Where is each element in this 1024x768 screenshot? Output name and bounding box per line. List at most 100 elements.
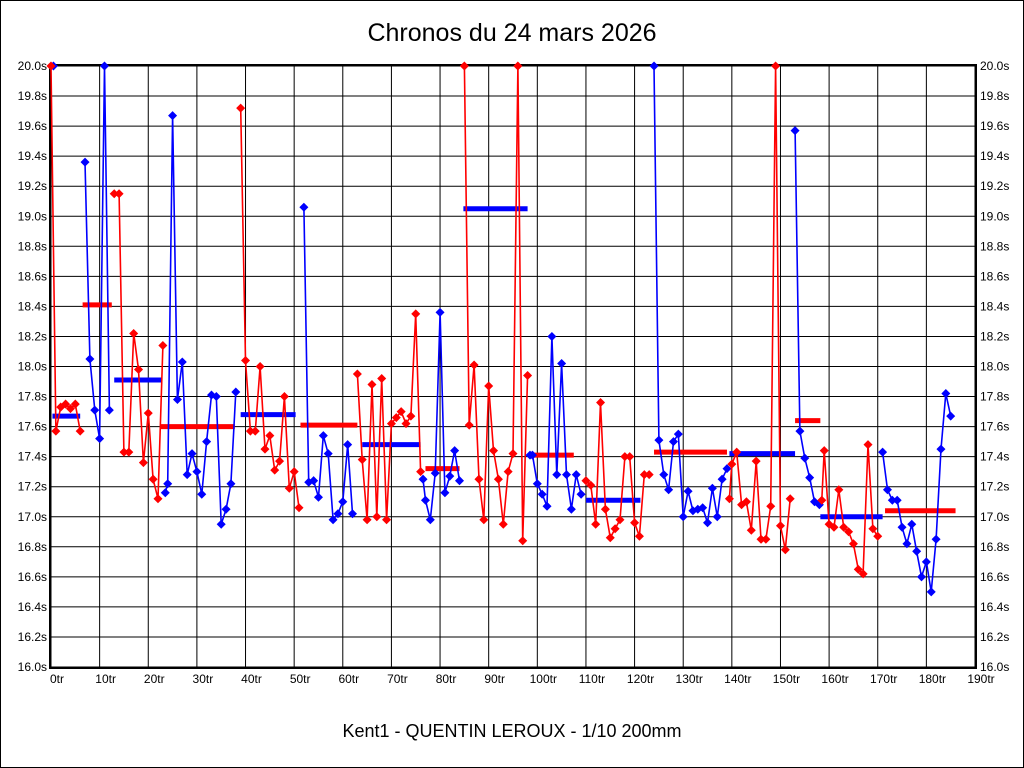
lap-marker-blue	[192, 467, 202, 477]
lap-marker-red	[352, 369, 362, 379]
lap-marker-blue	[333, 509, 343, 519]
lap-marker-blue	[566, 504, 576, 514]
lap-marker-red	[780, 545, 790, 555]
lap-marker-blue	[80, 157, 90, 167]
y-axis-label-right: 16.0s	[980, 660, 1009, 674]
lap-marker-blue	[537, 489, 547, 499]
lap-marker-red	[129, 328, 139, 338]
lap-marker-blue	[226, 479, 236, 489]
lap-marker-blue	[454, 476, 465, 486]
lap-marker-blue	[343, 440, 353, 450]
lap-marker-blue	[921, 557, 931, 567]
x-axis-label: 190tr	[967, 672, 994, 686]
lap-marker-red	[357, 455, 367, 465]
lap-marker-red	[114, 189, 124, 199]
y-axis-label-right: 16.2s	[980, 630, 1009, 644]
y-axis-label-right: 16.8s	[980, 540, 1009, 554]
lap-marker-red	[771, 61, 781, 71]
lap-marker-red	[275, 456, 285, 466]
lap-marker-blue	[557, 358, 567, 369]
lap-marker-blue	[892, 495, 902, 505]
lap-marker-blue	[211, 392, 221, 402]
y-axis-label-left: 18.8s	[18, 239, 47, 253]
lap-marker-blue	[187, 449, 197, 459]
y-axis-label-left: 16.4s	[18, 600, 47, 614]
y-axis-label-left: 16.2s	[18, 630, 47, 644]
stint-line-blue	[303, 207, 354, 522]
lap-marker-blue	[216, 519, 226, 529]
lap-marker-blue	[104, 405, 114, 415]
lap-marker-red	[138, 458, 148, 468]
lap-marker-red	[134, 364, 144, 375]
lap-marker-blue	[795, 426, 805, 436]
lap-marker-blue	[99, 61, 110, 71]
lap-marker-blue	[430, 468, 440, 478]
lap-marker-blue	[907, 519, 917, 529]
lap-marker-blue	[707, 483, 717, 493]
lap-marker-red	[143, 408, 153, 418]
lap-marker-blue	[172, 395, 182, 405]
lap-marker-red	[61, 399, 71, 409]
lap-marker-red	[396, 407, 406, 417]
lap-marker-blue	[790, 126, 800, 136]
stint-line-blue	[530, 336, 582, 510]
lap-marker-blue	[717, 474, 727, 484]
x-axis-label: 0tr	[50, 672, 64, 686]
chart-title: Chronos du 24 mars 2026	[367, 19, 657, 47]
x-axis-label: 170tr	[870, 672, 897, 686]
lap-marker-blue	[916, 572, 927, 582]
stint-line-blue	[422, 312, 461, 520]
driver-label: Kent1 - QUENTIN LEROUX - 1/10 200mm	[342, 721, 682, 741]
lap-marker-red	[479, 515, 489, 525]
stint-line-blue	[794, 130, 820, 506]
y-axis-label-left: 18.2s	[18, 329, 47, 343]
lap-marker-red	[124, 447, 134, 457]
lap-marker-blue	[160, 488, 170, 498]
lap-marker-blue	[814, 500, 824, 510]
x-axis-label: 40tr	[241, 672, 262, 686]
lap-marker-red	[863, 440, 873, 450]
lap-marker-red	[596, 398, 606, 408]
lap-marker-red	[741, 497, 751, 507]
lap-marker-blue	[659, 470, 669, 480]
lap-marker-red	[508, 449, 518, 459]
lap-marker-red	[518, 536, 528, 546]
stint-line-blue	[84, 65, 111, 439]
lap-marker-red	[484, 381, 494, 391]
lap-marker-blue	[163, 479, 173, 489]
lap-marker-red	[474, 474, 484, 484]
lap-marker-blue	[328, 515, 338, 525]
lap-marker-blue	[168, 111, 178, 121]
lap-marker-blue	[678, 512, 688, 522]
lap-marker-red	[785, 494, 795, 504]
y-axis-label-left: 19.4s	[18, 149, 47, 163]
lap-marker-blue	[649, 61, 659, 71]
lap-marker-red	[775, 521, 785, 531]
lap-marker-blue	[231, 387, 241, 397]
x-axis-label: 70tr	[387, 672, 408, 686]
y-axis-label-right: 18.6s	[980, 269, 1009, 283]
lap-marker-red	[75, 426, 85, 436]
lap-marker-red	[591, 519, 601, 529]
lap-marker-red	[724, 494, 734, 504]
lap-marker-red	[401, 419, 411, 429]
y-axis-label-right: 18.8s	[980, 239, 1009, 253]
lap-marker-red	[469, 360, 479, 370]
stint-line-red	[728, 65, 791, 550]
lap-marker-red	[241, 355, 251, 365]
x-axis-label: 140tr	[724, 672, 751, 686]
y-axis-label-right: 17.4s	[980, 450, 1009, 464]
lap-marker-red	[630, 518, 640, 528]
y-axis-label-left: 17.4s	[18, 450, 47, 464]
y-axis-label-left: 17.6s	[18, 420, 47, 434]
y-axis-label-left: 18.4s	[18, 299, 47, 313]
y-axis-label-left: 20.0s	[18, 59, 47, 73]
lap-marker-red	[411, 309, 421, 319]
y-axis-label-left: 16.0s	[18, 660, 47, 674]
lap-marker-red	[260, 444, 270, 454]
y-axis-label-right: 18.0s	[980, 360, 1009, 374]
lap-marker-blue	[318, 431, 328, 441]
y-axis-label-right: 17.0s	[980, 510, 1009, 524]
lap-marker-red	[265, 431, 275, 441]
